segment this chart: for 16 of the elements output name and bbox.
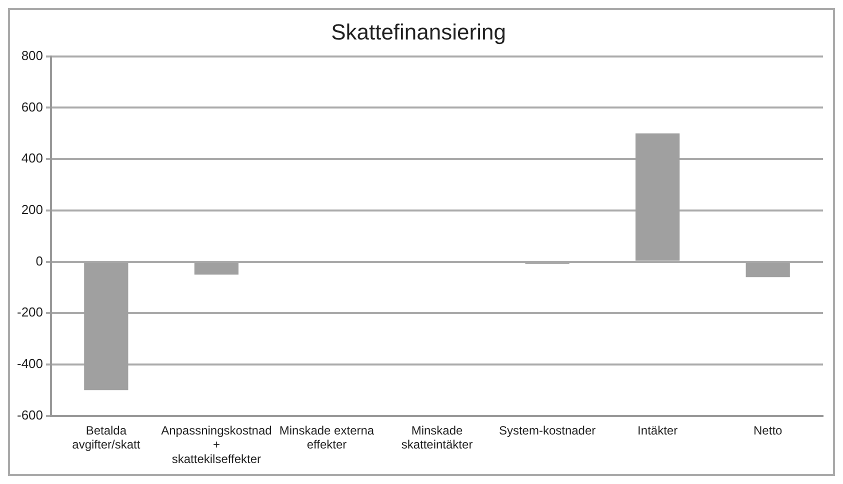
x-tick-label: Minskade skatteintäkter: [401, 423, 473, 452]
chart-title: Skattefinansiering: [331, 19, 506, 44]
x-tick-label: Netto: [754, 423, 783, 438]
y-tick-label: 200: [21, 202, 44, 218]
x-tick-label: Anpassningskostnad + skattekilseffekter: [161, 423, 272, 466]
y-tick-label: 600: [21, 99, 44, 114]
y-tick-label: 800: [21, 48, 44, 63]
x-tick-label: Betalda avgifter/skatt: [72, 423, 141, 452]
y-tick-label: -600: [16, 407, 44, 422]
x-tick-label: Minskade externa effekter: [279, 423, 374, 452]
x-tick-label: System-kostnader: [498, 423, 596, 438]
y-tick-label: -400: [16, 356, 44, 372]
y-tick-label: -200: [16, 304, 44, 320]
y-tick-label: 400: [21, 150, 44, 166]
y-tick-label: 0: [36, 253, 44, 268]
x-tick-label: Intäkter: [638, 423, 678, 438]
